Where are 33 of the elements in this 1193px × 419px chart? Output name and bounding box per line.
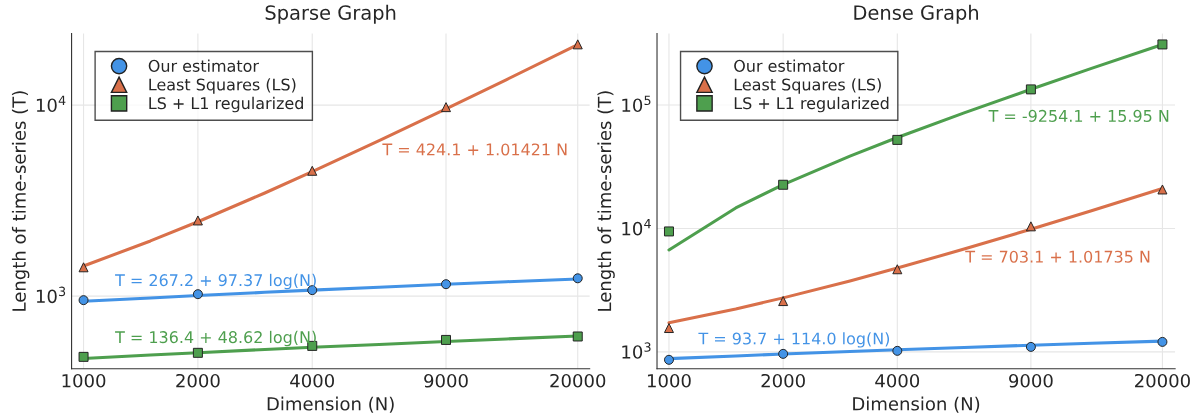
- legend-label: LS + L1 regularized: [149, 96, 303, 113]
- annotation: T = 136.4 + 48.62 log(N): [115, 330, 316, 347]
- y-tick-label: 10$^{4}$: [36, 95, 66, 113]
- y-tick-label: 10$^{4}$: [622, 219, 651, 236]
- legend-label: Our estimator: [148, 59, 259, 72]
- legend-label: Least Squares (LS): [149, 78, 296, 94]
- x-axis-title: Dimension (N): [853, 396, 980, 413]
- annotation: T = 93.7 + 114.0 log(N): [698, 332, 890, 348]
- x-tick-label: 4000: [875, 373, 920, 388]
- legend-label: LS + L1 regularized: [734, 96, 889, 113]
- x-tick-label: 2000: [761, 373, 805, 388]
- annotation: T = 267.2 + 97.37 log(N): [115, 273, 316, 290]
- y-tick-label: 10$^{5}$: [622, 95, 651, 113]
- legend-label: Our estimator: [734, 59, 845, 72]
- x-tick-label: 1000: [62, 373, 106, 388]
- x-tick-label: 9000: [424, 373, 468, 388]
- y-tick-label: 10$^{3}$: [36, 286, 66, 304]
- x-tick-label: 4000: [290, 373, 335, 388]
- legend-label: Least Squares (LS): [734, 78, 881, 94]
- chart-title: Dense Graph: [854, 4, 978, 24]
- y-axis-title: Length of time-series (T): [11, 91, 30, 311]
- x-tick-label: 9000: [1009, 373, 1053, 388]
- x-axis-title: Dimension (N): [267, 396, 394, 413]
- y-tick-label: 10$^{3}$: [622, 342, 651, 359]
- y-axis-title: Length of time-series (T): [597, 91, 615, 311]
- x-tick-label: 1000: [647, 373, 691, 388]
- chart-title: Sparse Graph: [265, 4, 396, 24]
- x-tick-label: 20000: [550, 373, 606, 388]
- annotation: T = 424.1 + 1.01421 N: [382, 143, 567, 156]
- x-tick-label: 20000: [1135, 373, 1190, 388]
- x-tick-label: 2000: [176, 373, 220, 388]
- annotation: T = 703.1 + 1.01735 N: [965, 250, 1150, 263]
- annotation: T = -9254.1 + 15.95 N: [988, 109, 1169, 122]
